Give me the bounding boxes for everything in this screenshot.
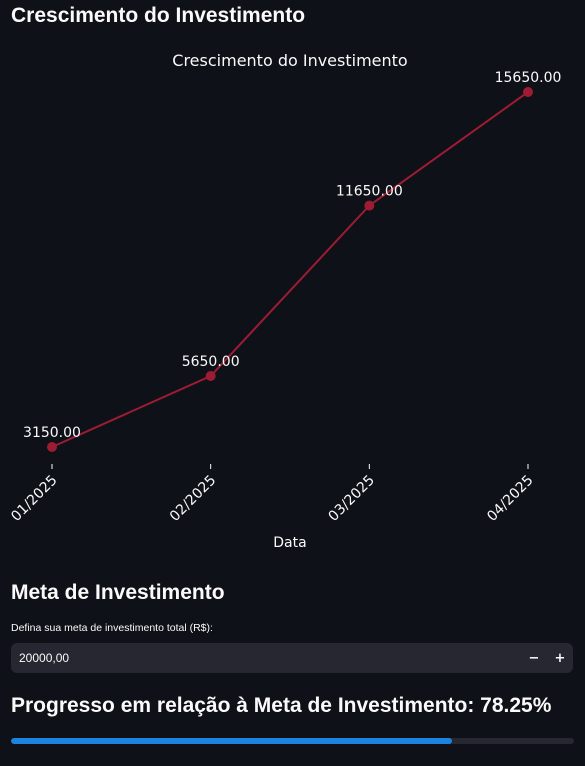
progress-section-title: Progresso em relação à Meta de Investime… [11,694,551,718]
progress-percentage: 78.25% [480,694,551,717]
x-tick-label: 02/2025 [167,472,219,524]
data-point [523,87,533,97]
progress-bar-fill [11,738,452,744]
data-label: 15650.00 [495,70,562,86]
data-point [47,442,57,452]
x-tick-label: 03/2025 [326,472,378,524]
data-label: 5650.00 [182,354,240,370]
decrement-button[interactable]: − [521,643,547,673]
investment-growth-chart: Crescimento do Investimento 3150.00 5650.… [0,38,585,558]
progress-title-text: Progresso em relação à Meta de Investime… [11,694,480,717]
goal-input-label: Defina sua meta de investimento total (R… [11,622,213,634]
goal-value-field[interactable] [11,643,521,673]
x-tick-label: 01/2025 [8,472,60,524]
data-point [364,201,374,211]
plus-icon: + [555,651,566,666]
chart-title: Crescimento do Investimento [172,51,407,70]
goal-number-input: − + [11,643,573,673]
growth-section-title: Crescimento do Investimento [11,4,305,28]
series-line [52,92,528,447]
goal-section-title: Meta de Investimento [11,581,225,605]
data-label: 3150.00 [23,425,81,441]
x-tick-label: 04/2025 [484,472,536,524]
increment-button[interactable]: + [547,643,573,673]
minus-icon: − [529,651,540,666]
progress-bar [11,738,574,744]
data-label: 11650.00 [336,184,403,200]
data-point [206,371,216,381]
x-axis-label: Data [273,535,306,551]
